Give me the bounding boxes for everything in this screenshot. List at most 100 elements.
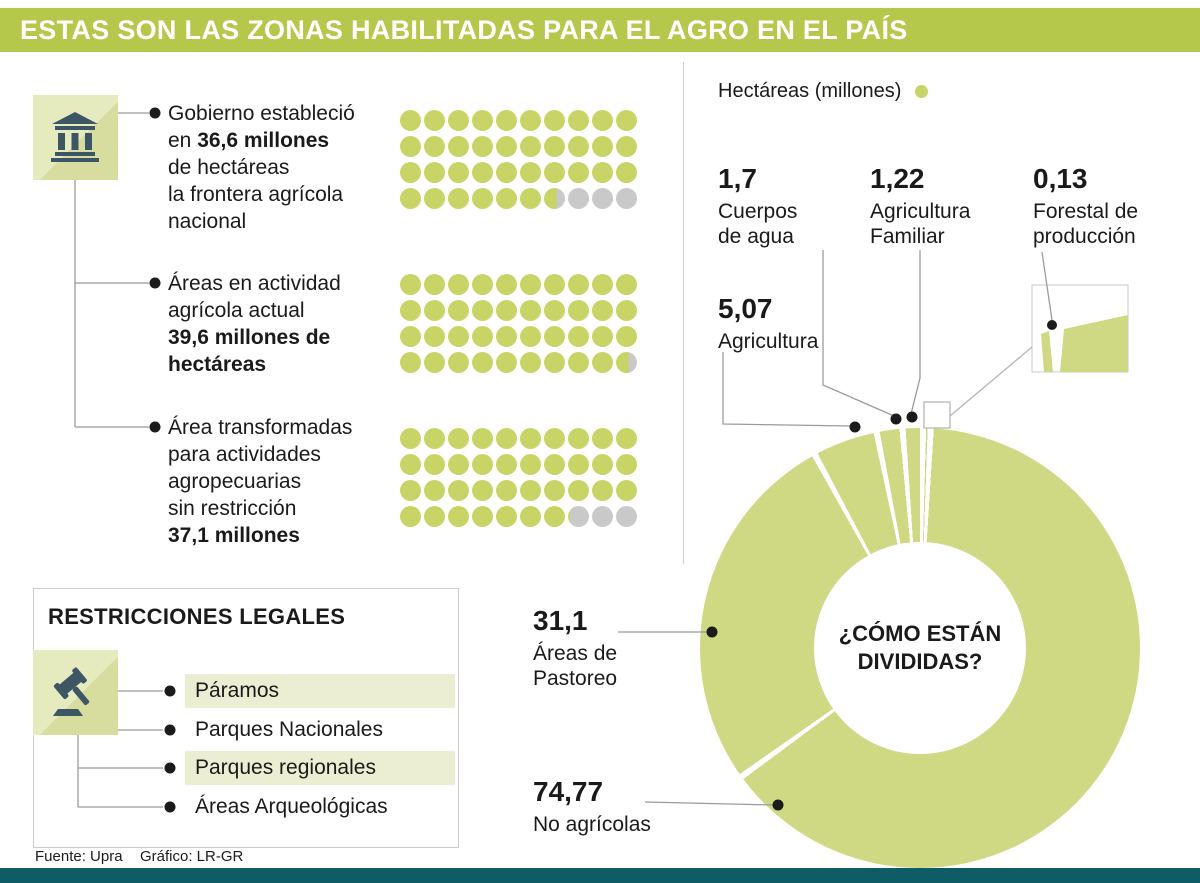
- dot: [616, 274, 637, 295]
- dot: [616, 188, 637, 209]
- dot: [616, 162, 637, 183]
- dot: [520, 110, 541, 131]
- dot: [544, 300, 565, 321]
- dot: [424, 480, 445, 501]
- dot: [592, 480, 613, 501]
- dot: [496, 110, 517, 131]
- dot: [400, 300, 421, 321]
- value-no-agricolas: 74,77: [533, 776, 604, 807]
- value-agricultura: 5,07: [718, 293, 773, 324]
- dot: [520, 162, 541, 183]
- dot: [520, 274, 541, 295]
- page-title: ESTAS SON LAS ZONAS HABILITADAS PARA EL …: [20, 14, 908, 45]
- dot: [592, 136, 613, 157]
- dot-grid-2: [400, 274, 640, 378]
- dot: [520, 506, 541, 527]
- dot: [448, 162, 469, 183]
- dot: [472, 428, 493, 449]
- dot: [496, 188, 517, 209]
- dot: [448, 454, 469, 475]
- dot: [448, 428, 469, 449]
- dot: [568, 110, 589, 131]
- dot: [424, 326, 445, 347]
- dot: [472, 188, 493, 209]
- dot: [424, 300, 445, 321]
- dot: [568, 454, 589, 475]
- value-forestal: 0,13: [1033, 163, 1088, 194]
- dot: [616, 300, 637, 321]
- header-bar: ESTAS SON LAS ZONAS HABILITADAS PARA EL …: [0, 8, 1200, 52]
- restrictions-title: RESTRICCIONES LEGALES: [48, 604, 346, 629]
- dot: [400, 480, 421, 501]
- dot: [616, 352, 637, 373]
- dot: [520, 454, 541, 475]
- dot: [400, 136, 421, 157]
- credit-text: Gráfico: LR-GR: [140, 848, 244, 865]
- dot: [592, 454, 613, 475]
- legal-icon-tile: [33, 650, 118, 735]
- dot: [448, 506, 469, 527]
- dot: [568, 136, 589, 157]
- dot: [544, 480, 565, 501]
- donut-chart: ¿CÓMO ESTÁN DIVIDIDAS?: [700, 428, 1140, 868]
- dot: [616, 454, 637, 475]
- dot: [472, 352, 493, 373]
- restriction-label: Parques Nacionales: [195, 717, 383, 741]
- dot: [472, 480, 493, 501]
- label-cuerpos-de-agua: 1,7 Cuerpos de agua: [718, 163, 798, 248]
- dot: [448, 136, 469, 157]
- dot: [544, 428, 565, 449]
- label-agricultura: 5,07 Agricultura: [718, 293, 819, 353]
- dot: [592, 162, 613, 183]
- dot: [400, 352, 421, 373]
- dot: [400, 188, 421, 209]
- dot: [496, 136, 517, 157]
- zoom-source-square: [923, 401, 951, 429]
- dot: [400, 326, 421, 347]
- dot: [472, 326, 493, 347]
- dot: [568, 326, 589, 347]
- source-text: Fuente: Upra: [35, 848, 123, 865]
- dot-grid-1: [400, 110, 640, 214]
- dot: [520, 480, 541, 501]
- dot: [616, 506, 637, 527]
- bank-building-icon: [51, 112, 99, 162]
- dot: [568, 506, 589, 527]
- dot: [448, 274, 469, 295]
- dot: [400, 110, 421, 131]
- dot: [544, 188, 565, 209]
- dot: [592, 428, 613, 449]
- dot: [424, 454, 445, 475]
- dot: [592, 352, 613, 373]
- dot: [400, 454, 421, 475]
- dot: [568, 428, 589, 449]
- dot: [424, 428, 445, 449]
- dot: [568, 480, 589, 501]
- dot: [424, 162, 445, 183]
- dot: [472, 300, 493, 321]
- bottom-bar: [0, 868, 1200, 883]
- dot: [568, 188, 589, 209]
- dot: [448, 352, 469, 373]
- vertical-divider: [683, 62, 684, 564]
- dot: [448, 326, 469, 347]
- dot: [568, 162, 589, 183]
- dot: [568, 300, 589, 321]
- label-forestal-de-produccion: 0,13 Forestal de producción: [1033, 163, 1139, 248]
- dot: [496, 428, 517, 449]
- dot: [400, 162, 421, 183]
- dot: [544, 136, 565, 157]
- restriction-item-4: Áreas Arqueológicas: [185, 788, 455, 827]
- dot: [424, 352, 445, 373]
- restriction-item-2: Parques Nacionales: [185, 711, 455, 750]
- dot: [544, 506, 565, 527]
- dot-grid-3: [400, 428, 640, 532]
- donut-center: ¿CÓMO ESTÁN DIVIDIDAS?: [814, 542, 1026, 754]
- restriction-item-3: Parques regionales: [185, 749, 455, 788]
- dot: [520, 188, 541, 209]
- dot: [544, 274, 565, 295]
- dot: [472, 454, 493, 475]
- government-icon-tile: [33, 95, 118, 180]
- dot: [424, 506, 445, 527]
- restriction-label: Páramos: [185, 674, 455, 709]
